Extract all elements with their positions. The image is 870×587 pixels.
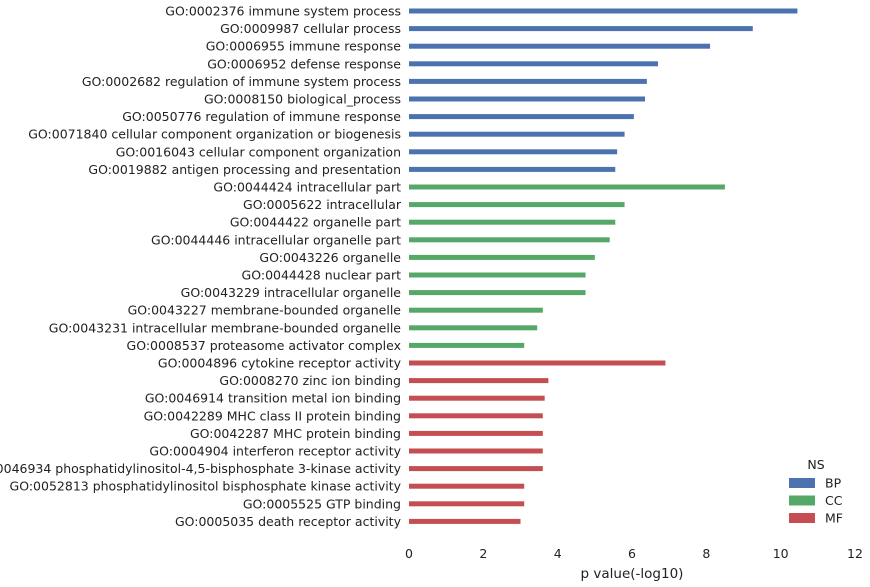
bar-cc: [409, 254, 595, 260]
x-tick-label: 4: [554, 546, 562, 561]
category-label: GO:0004904 interferon receptor activity: [149, 444, 401, 459]
bar-bp: [409, 26, 753, 32]
bar-cc: [409, 307, 543, 313]
category-label: GO:0044422 organelle part: [230, 215, 401, 230]
category-label: GO:0006952 defense response: [207, 56, 401, 71]
bar-cc: [409, 325, 538, 331]
bar-mf: [409, 483, 525, 489]
legend-entries: BP CC MF: [789, 476, 843, 526]
bar-mf: [409, 518, 521, 524]
category-label: GO:0006955 immune response: [206, 39, 402, 54]
bar-cc: [409, 290, 586, 296]
bars-layer: [409, 8, 798, 524]
category-label: GO:0071840 cellular component organizati…: [28, 127, 401, 142]
bar-mf: [409, 360, 666, 366]
bar-bp: [409, 61, 659, 67]
bar-mf: [409, 466, 543, 472]
category-labels: GO:0002376 immune system process GO:00099…: [0, 4, 402, 529]
bar-mf: [409, 378, 549, 384]
x-tick-label: 8: [702, 546, 710, 561]
bar-cc: [409, 237, 610, 243]
category-label: GO:0008537 proteasome activator complex: [127, 338, 401, 353]
bar-bp: [409, 43, 711, 49]
x-tick-label: 12: [847, 546, 863, 561]
bar-bp: [409, 166, 616, 172]
legend-label-bp: BP: [825, 476, 842, 491]
legend-swatch-mf: [789, 513, 815, 523]
category-label: GO:0046934 phosphatidylinositol-4,5-bisp…: [0, 461, 402, 476]
category-label: GO:0044446 intracellular organelle part: [151, 232, 401, 247]
bar-bp: [409, 8, 798, 14]
x-axis-label: p value(-log10): [581, 566, 684, 582]
bar-bp: [409, 96, 646, 102]
bar-mf: [409, 501, 525, 507]
category-label: GO:0008270 zinc ion binding: [219, 373, 401, 388]
bar-cc: [409, 202, 625, 208]
bar-cc: [409, 342, 525, 348]
category-label: GO:0004896 cytokine receptor activity: [158, 356, 402, 371]
category-label: GO:0046914 transition metal ion binding: [145, 391, 401, 406]
legend: NS BP CC MF: [789, 457, 843, 526]
category-label: GO:0044424 intracellular part: [213, 180, 401, 195]
category-label: GO:0042287 MHC protein binding: [190, 426, 401, 441]
bar-cc: [409, 184, 725, 190]
category-label: GO:0009987 cellular process: [220, 21, 401, 36]
category-label: GO:0043231 intracellular membrane-bounde…: [49, 320, 402, 335]
category-label: GO:0008150 biological_process: [204, 92, 401, 107]
x-tick-label: 6: [628, 546, 636, 561]
legend-label-mf: MF: [825, 511, 843, 526]
category-label: GO:0043227 membrane-bounded organelle: [128, 303, 402, 318]
category-label: GO:0043229 intracellular organelle: [181, 285, 402, 300]
bar-cc: [409, 219, 616, 225]
bar-mf: [409, 430, 543, 436]
x-tick-label: 10: [773, 546, 789, 561]
category-label: GO:0019882 antigen processing and presen…: [88, 162, 401, 177]
bar-bp: [409, 131, 625, 137]
x-tick-label: 2: [479, 546, 487, 561]
category-label: GO:0005035 death receptor activity: [175, 514, 402, 529]
category-label: GO:0005622 intracellular: [243, 197, 402, 212]
legend-swatch-cc: [789, 495, 815, 506]
legend-label-cc: CC: [825, 493, 843, 508]
bar-mf: [409, 448, 543, 454]
category-label: GO:0044428 nuclear part: [242, 268, 402, 283]
bar-cc: [409, 272, 586, 278]
category-label: GO:0002376 immune system process: [165, 4, 401, 19]
x-tick-label: 0: [405, 546, 413, 561]
bar-bp: [409, 78, 647, 84]
bar-bp: [409, 114, 634, 120]
legend-title: NS: [807, 457, 824, 472]
bar-mf: [409, 395, 545, 401]
category-label: GO:0050776 regulation of immune response: [122, 109, 401, 124]
legend-swatch-bp: [789, 478, 815, 488]
category-label: GO:0005525 GTP binding: [243, 496, 401, 511]
category-label: GO:0052813 phosphatidylinositol bisphosp…: [10, 479, 402, 494]
category-label: GO:0042289 MHC class II protein binding: [144, 408, 401, 423]
category-label: GO:0043226 organelle: [259, 250, 401, 265]
bar-bp: [409, 149, 618, 155]
category-label: GO:0002682 regulation of immune system p…: [82, 74, 401, 89]
category-label: GO:0016043 cellular component organizati…: [116, 144, 401, 159]
bar-mf: [409, 413, 543, 419]
x-axis-ticks: 0 2 4 6 8 10 12: [405, 546, 863, 561]
